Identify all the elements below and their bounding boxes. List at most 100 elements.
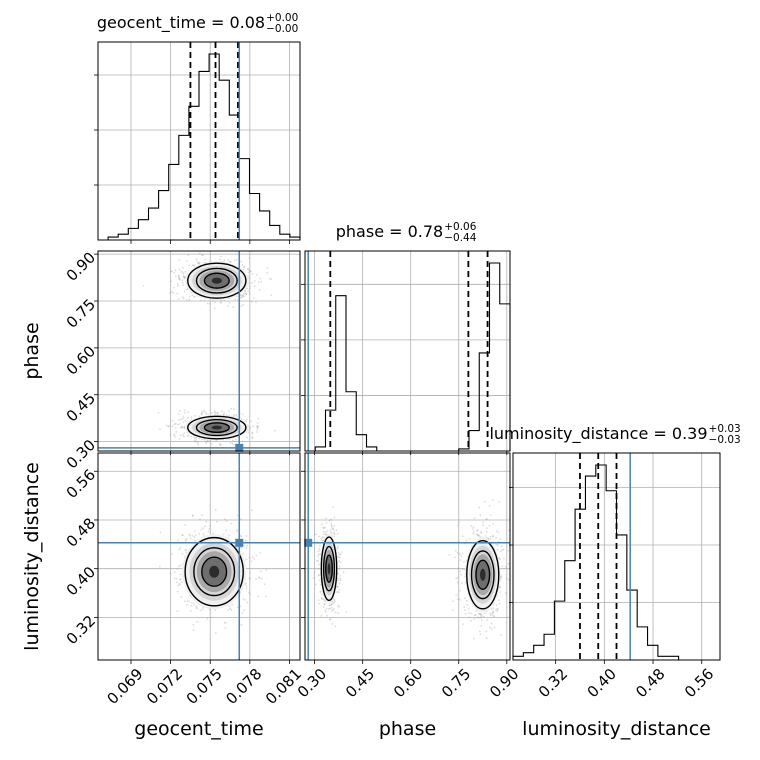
sample-point [496,607,499,610]
sample-point [321,536,324,539]
sample-point [188,600,191,603]
sample-point [176,292,179,295]
sample-point [234,298,237,301]
sample-point [496,610,498,612]
title-value: 0.39 [672,424,708,443]
sample-point [181,271,184,274]
sample-point [190,435,193,438]
sample-point [168,425,170,427]
sample-point [192,264,195,267]
sample-point [504,592,507,595]
sample-point [463,597,466,600]
sample-point [175,577,178,580]
sample-point [337,556,340,559]
tick-label-x-luminosity_distance: 0.32 [535,665,571,701]
sample-point [201,410,204,413]
sample-point [174,427,177,429]
sample-point [192,623,195,626]
sample-point [191,294,194,297]
sample-point [181,296,184,299]
sample-point [333,533,336,536]
panel-2d-geocent_time-phase [142,251,276,451]
sample-point [476,534,479,537]
sample-point [489,626,491,629]
sample-point [473,517,476,519]
sample-point [242,552,244,555]
sample-point [202,254,205,257]
sample-point [323,527,326,530]
sample-point [243,292,245,295]
sample-point [170,280,173,283]
sample-point [497,608,499,611]
sample-point [243,265,246,268]
sample-point [318,573,320,576]
sample-point [338,588,341,591]
sample-point [476,530,479,532]
sample-point [205,413,208,415]
sample-point [173,571,176,574]
sample-point [195,607,198,610]
sample-point [258,576,261,579]
sample-point [337,604,340,607]
sample-point [331,610,333,612]
sample-point [479,535,481,538]
sample-point [243,609,245,612]
sample-point [482,615,485,618]
sample-point [177,297,180,300]
sample-point [187,434,190,437]
sample-point [183,432,186,435]
sample-point [237,299,239,302]
sample-point [227,259,230,261]
sample-point [496,548,499,551]
sample-point [178,278,181,281]
sample-point [498,556,501,559]
sample-point [488,524,491,527]
sample-point [252,425,254,428]
sample-point [157,411,160,414]
sample-point [266,271,269,274]
sample-point [321,593,323,596]
sample-point [185,288,188,291]
sample-point [176,610,179,613]
sample-point [260,577,263,580]
sample-point [342,571,345,574]
sample-point [317,555,320,557]
sample-point [178,565,181,568]
sample-point [197,262,199,265]
sample-point [322,539,325,542]
sample-point [318,547,320,550]
sample-point [337,590,339,593]
sample-point [174,275,177,278]
sample-point [249,426,252,429]
sample-point [456,551,459,554]
sample-point [464,613,467,615]
sample-point [239,296,242,299]
sample-point [479,633,482,636]
sample-point [191,534,194,537]
sample-point [201,608,204,611]
sample-point [171,425,174,428]
sample-point [337,572,340,575]
sample-point [171,553,173,555]
sample-point [231,603,234,606]
sample-point [229,260,231,263]
sample-point [489,612,491,615]
sample-point [488,504,491,507]
sample-point [315,533,318,536]
sample-point [475,610,478,612]
sample-point [331,623,334,625]
sample-point [508,578,510,581]
sample-point [318,535,321,538]
sample-point [482,524,485,527]
histogram-phase [305,262,511,452]
sample-point [239,294,242,297]
sample-point [333,530,336,533]
sample-point [185,299,188,302]
sample-point [249,593,252,595]
sample-point [485,630,488,633]
sample-point [248,591,250,594]
sample-point [247,289,250,292]
sample-point [256,426,259,429]
sample-point [259,570,262,573]
sample-point [316,560,319,562]
